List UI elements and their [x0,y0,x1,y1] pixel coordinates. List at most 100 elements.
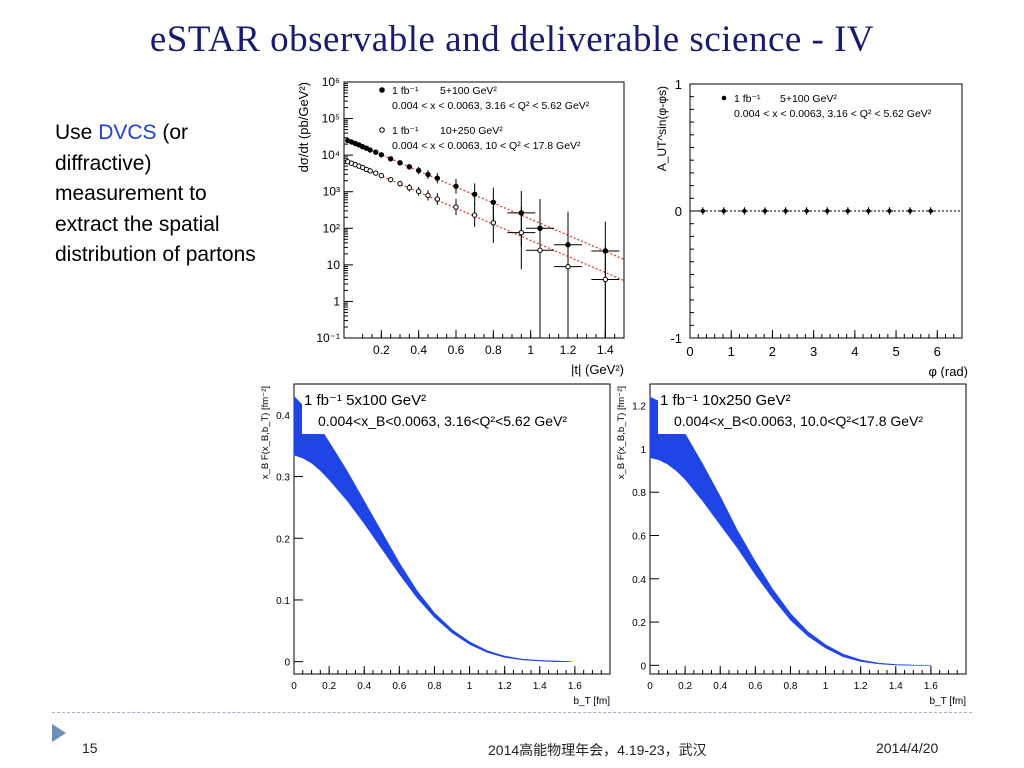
legend-cut: 0.004 < x < 0.0063, 3.16 < Q² < 5.62 GeV… [392,100,590,112]
data-point [471,212,478,218]
x-tick-label: 1.6 [568,681,582,692]
x-axis-label: |t| (GeV²) [571,362,624,377]
x-tick-label: 0.2 [678,681,692,692]
data-point [565,263,571,270]
data-point [721,208,726,214]
data-point [397,180,403,187]
legend-box [658,386,962,434]
plot-asymmetry: 0 1 2 3 4 5 6 -1 0 1 φ (rad) A_UT^sin(φ-φs) 1 fb⁻¹ 5+… [636,72,972,384]
x-tick-label: 1.4 [533,681,547,692]
data-point [453,204,459,210]
data-point [845,208,851,214]
y-axis-label: x_B F(x_B,b_T) [fm⁻²] [260,386,271,479]
y-tick-label: 10⁴ [321,148,340,162]
data-point [762,208,768,214]
y-tick-label: 0.6 [632,531,646,542]
x-tick-label: 0.4 [713,681,727,692]
y-tick-label: 0 [284,658,290,669]
plot-cross-section: 0.2 0.4 0.6 0.8 1 1.2 1.4 10⁻¹ 1 10 10² 10³ 10⁴ 10⁵ 10… [288,72,634,384]
data-point [387,176,394,183]
legend-line1: 1 fb⁻¹ 10x250 GeV² [660,392,791,409]
data-point [783,208,788,214]
asymmetry-chart: 0 1 2 3 4 5 6 -1 0 1 φ (rad) A_UT^sin(φ-φs) 1 fb⁻¹ 5+… [655,77,969,379]
x-axis-label: b_T [fm] [574,696,611,707]
y-tick-label: 10⁶ [322,75,340,89]
slide-title: eSTAR observable and deliverable science… [149,19,875,60]
y-axis-label: A_UT^sin(φ-φs) [655,86,669,171]
band-chart-10x250: 0 0.2 0.4 0.6 0.8 1 1.2 1.4 1.6 0 0.2 0.4 0.6 0.8 1 1.2… [616,383,967,707]
y-axis-label: dσ/dt (pb/GeV²) [296,82,311,172]
data-point [367,147,373,153]
y-tick-label: 0.1 [276,596,290,607]
data-point [387,156,394,162]
data-point [425,171,431,178]
data-point [367,168,373,174]
legend-beam: 10+250 GeV² [440,125,503,137]
footer-divider [52,712,972,713]
x-tick-label: 0.6 [448,343,465,357]
bullet-pre: Use [55,121,99,144]
legend-box [302,386,606,434]
data-point [602,276,609,283]
x-tick-label: 0.4 [357,681,371,692]
y-tick-label: 0 [675,204,682,219]
x-tick-label: 0 [686,344,693,359]
legend-lumi: 1 fb⁻¹ [392,85,419,97]
x-tick-label: 0 [291,681,297,692]
footer-date: 2014/4/20 [876,740,939,756]
data-point [406,164,413,170]
legend-beam: 5+100 GeV² [440,85,497,97]
data-point [928,208,933,214]
data-point [415,167,422,174]
x-tick-label: 5 [892,344,899,359]
plot-band-10x250: 0 0.2 0.4 0.6 0.8 1 1.2 1.4 1.6 0 0.2 0.4 0.6 0.8 1 1.2… [612,378,974,710]
x-axis-label: b_T [fm] [930,696,967,707]
cross-section-chart: 0.2 0.4 0.6 0.8 1 1.2 1.4 10⁻¹ 1 10 10² 10³ 10⁴ 10⁵ 10… [296,75,625,377]
y-tick-label: 0.8 [632,488,646,499]
data-point [537,247,543,253]
x-tick-label: 3 [810,344,817,359]
y-tick-label: 10⁵ [322,112,340,126]
bullet-text: Use DVCS (or diffractive) measurement to… [55,118,260,271]
x-tick-label: 6 [934,344,941,359]
y-tick-label: 0 [640,661,646,672]
footer-page-number: 15 [82,740,98,756]
x-tick-label: 0.8 [427,681,441,692]
data-point [490,220,497,226]
x-axis-label: φ (rad) [929,364,969,379]
band-chart-5x100: 0 0.2 0.4 0.6 0.8 1 1.2 1.4 1.6 0 0.1 0.2 0.3 0.4 b_T … [260,383,611,707]
x-tick-label: 0.2 [322,681,336,692]
y-tick-label: 0.2 [276,534,290,545]
x-tick-label: 1 [467,681,473,692]
fit-line [349,140,625,260]
legend-line2: 0.004<x_B<0.0063, 10.0<Q²<17.8 GeV² [674,413,923,429]
legend-line2: 0.004<x_B<0.0063, 3.16<Q²<5.62 GeV² [318,413,567,429]
data-point [434,196,441,202]
x-tick-label: 1.4 [889,681,903,692]
x-tick-label: 0 [647,681,653,692]
plot-frame [343,81,625,339]
x-tick-label: 2 [769,344,776,359]
data-point [453,183,459,189]
data-point [742,208,747,214]
data-point [887,208,892,214]
data-point [700,208,705,214]
x-tick-label: 0.6 [392,681,406,692]
x-tick-label: 1.2 [560,343,577,357]
plot-band-5x100: 0 0.2 0.4 0.6 0.8 1 1.2 1.4 1.6 0 0.1 0.2 0.3 0.4 b_T … [256,378,620,710]
footer-triangle-icon [52,724,66,742]
y-tick-label: 1 [333,294,340,308]
y-tick-label: 1.2 [632,402,646,413]
x-tick-label: 4 [851,344,858,359]
y-tick-label: 0.2 [632,618,646,629]
bullet-post: (or diffractive) measurement to extract … [55,121,256,266]
data-point [415,188,422,195]
uncertainty-band [649,396,931,666]
x-tick-label: 1.2 [854,681,868,692]
x-tick-label: 0.6 [748,681,762,692]
y-axis-label: x_B F(x_B,b_T) [fm⁻²] [616,386,627,479]
y-tick-label: 0.3 [276,473,290,484]
uncertainty-band [293,395,572,662]
data-point [373,170,379,176]
legend-marker [379,127,385,133]
